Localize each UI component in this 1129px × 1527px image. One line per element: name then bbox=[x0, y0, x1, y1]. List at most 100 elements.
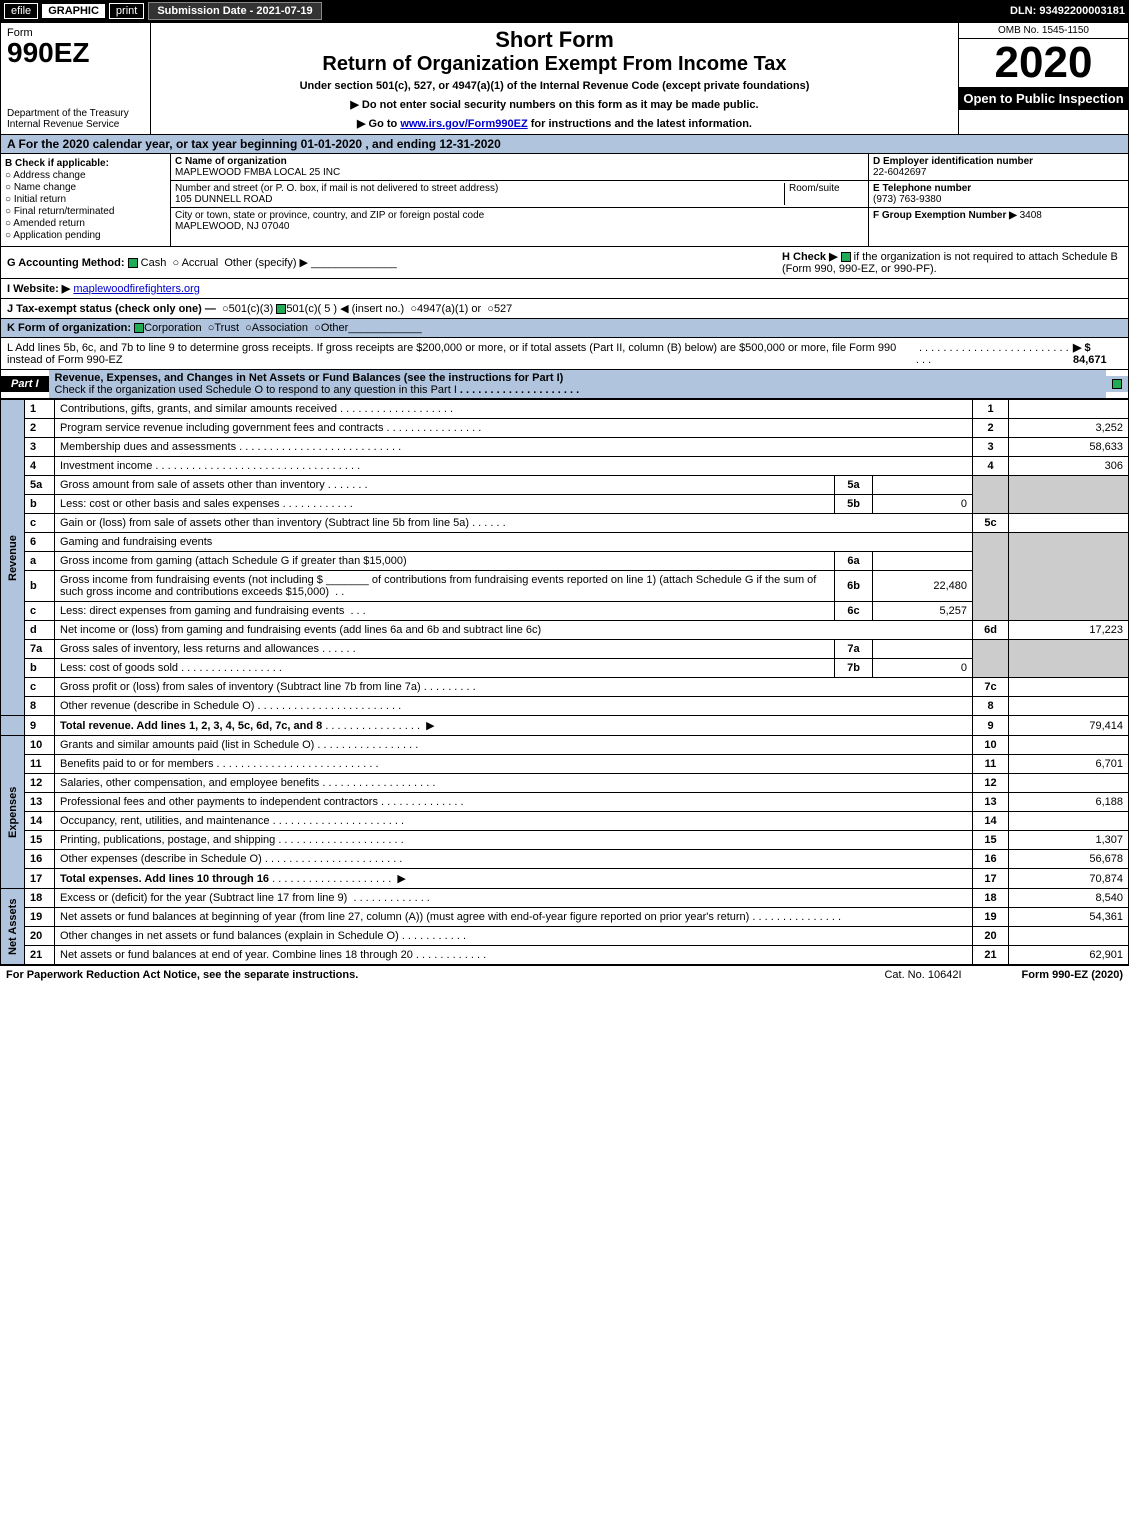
city-value: MAPLEWOOD, NJ 07040 bbox=[175, 221, 289, 232]
header-right: OMB No. 1545-1150 2020 Open to Public In… bbox=[958, 23, 1128, 134]
l7-grey bbox=[973, 640, 1009, 678]
l2-num: 2 bbox=[25, 419, 55, 438]
l21-num: 21 bbox=[25, 946, 55, 965]
vlabel-revenue: Revenue bbox=[1, 400, 25, 716]
l20-lno: 20 bbox=[973, 927, 1009, 946]
l1-lno: 1 bbox=[973, 400, 1009, 419]
section-def: D Employer identification number 22-6042… bbox=[868, 154, 1128, 246]
website-link[interactable]: maplewoodfirefighters.org bbox=[73, 283, 200, 295]
l6c-sn: 6c bbox=[835, 602, 873, 621]
l6-num: 6 bbox=[25, 533, 55, 552]
l5a-sn: 5a bbox=[835, 476, 873, 495]
l1-val bbox=[1009, 400, 1129, 419]
group-value: 3408 bbox=[1020, 210, 1042, 221]
l16-lno: 16 bbox=[973, 850, 1009, 869]
part1-check-text: Check if the organization used Schedule … bbox=[55, 384, 457, 396]
l5a-sv bbox=[873, 476, 973, 495]
footer-right: Form 990-EZ (2020) bbox=[1022, 969, 1123, 981]
ein-cell: D Employer identification number 22-6042… bbox=[869, 154, 1128, 181]
l17-val: 70,874 bbox=[1009, 869, 1129, 889]
lines-table: Revenue 1 Contributions, gifts, grants, … bbox=[0, 399, 1129, 965]
chk-address-change[interactable]: ○ Address change bbox=[5, 170, 166, 181]
print-button[interactable]: print bbox=[109, 3, 144, 19]
l6b-num: b bbox=[25, 571, 55, 602]
efile-button[interactable]: efile bbox=[4, 3, 38, 19]
l18-desc: Excess or (deficit) for the year (Subtra… bbox=[55, 889, 973, 908]
accrual-label: Accrual bbox=[182, 257, 219, 269]
street-cell: Number and street (or P. O. box, if mail… bbox=[171, 181, 868, 208]
part1-checkbox[interactable] bbox=[1106, 376, 1128, 392]
form-header: Form 990EZ Department of the Treasury In… bbox=[0, 22, 1129, 135]
under-section: Under section 501(c), 527, or 4947(a)(1)… bbox=[159, 80, 950, 92]
chk-corporation[interactable] bbox=[134, 323, 144, 333]
l3-desc: Membership dues and assessments . . . . … bbox=[55, 438, 973, 457]
j-501c3: 501(c)(3) bbox=[229, 303, 274, 315]
l6b-sv: 22,480 bbox=[873, 571, 973, 602]
l12-lno: 12 bbox=[973, 774, 1009, 793]
chk-initial-return[interactable]: ○ Initial return bbox=[5, 194, 166, 205]
info-grid: B Check if applicable: ○ Address change … bbox=[0, 154, 1129, 247]
l7c-desc: Gross profit or (loss) from sales of inv… bbox=[55, 678, 973, 697]
l5b-num: b bbox=[25, 495, 55, 514]
chk-schedule-b[interactable] bbox=[841, 252, 851, 262]
l6a-sv bbox=[873, 552, 973, 571]
l6c-desc: Less: direct expenses from gaming and fu… bbox=[55, 602, 835, 621]
city-label: City or town, state or province, country… bbox=[175, 210, 484, 221]
l8-num: 8 bbox=[25, 697, 55, 716]
department: Department of the Treasury Internal Reve… bbox=[7, 108, 144, 130]
l18-lno: 18 bbox=[973, 889, 1009, 908]
l5b-sv: 0 bbox=[873, 495, 973, 514]
b-label: B Check if applicable: bbox=[5, 158, 109, 169]
phone-value: (973) 763-9380 bbox=[873, 194, 941, 205]
topbar-left: efile GRAPHIC print Submission Date - 20… bbox=[4, 2, 322, 20]
l6a-num: a bbox=[25, 552, 55, 571]
chk-amended[interactable]: ○ Amended return bbox=[5, 218, 166, 229]
l6d-lno: 6d bbox=[973, 621, 1009, 640]
l17-desc: Total expenses. Add lines 10 through 16 … bbox=[55, 869, 973, 889]
l-amount: ▶ $ 84,671 bbox=[1073, 341, 1122, 366]
org-name: MAPLEWOOD FMBA LOCAL 25 INC bbox=[175, 167, 340, 178]
l11-val: 6,701 bbox=[1009, 755, 1129, 774]
irs-link[interactable]: www.irs.gov/Form990EZ bbox=[400, 118, 527, 130]
graphic-button[interactable]: GRAPHIC bbox=[42, 4, 105, 18]
l13-val: 6,188 bbox=[1009, 793, 1129, 812]
l6c-sv: 5,257 bbox=[873, 602, 973, 621]
l14-num: 14 bbox=[25, 812, 55, 831]
ein-value: 22-6042697 bbox=[873, 167, 926, 178]
l9-num: 9 bbox=[25, 716, 55, 736]
l5b-desc: Less: cost or other basis and sales expe… bbox=[55, 495, 835, 514]
l15-lno: 15 bbox=[973, 831, 1009, 850]
l6b-desc: Gross income from fundraising events (no… bbox=[55, 571, 835, 602]
l7c-val bbox=[1009, 678, 1129, 697]
l3-val: 58,633 bbox=[1009, 438, 1129, 457]
chk-final-return[interactable]: ○ Final return/terminated bbox=[5, 206, 166, 217]
l8-desc: Other revenue (describe in Schedule O) .… bbox=[55, 697, 973, 716]
chk-name-change[interactable]: ○ Name change bbox=[5, 182, 166, 193]
l5a-desc: Gross amount from sale of assets other t… bbox=[55, 476, 835, 495]
l5c-desc: Gain or (loss) from sale of assets other… bbox=[55, 514, 973, 533]
l-text: L Add lines 5b, 6c, and 7b to line 9 to … bbox=[7, 342, 916, 366]
c-label: C Name of organization bbox=[175, 156, 287, 167]
l6d-num: d bbox=[25, 621, 55, 640]
l5ab-grey bbox=[973, 476, 1009, 514]
l14-val bbox=[1009, 812, 1129, 831]
l7a-sn: 7a bbox=[835, 640, 873, 659]
l6-desc: Gaming and fundraising events bbox=[55, 533, 973, 552]
part1-tab: Part I bbox=[1, 376, 49, 392]
short-form-title: Short Form bbox=[159, 27, 950, 53]
room-suite: Room/suite bbox=[784, 183, 864, 205]
chk-501c[interactable] bbox=[276, 304, 286, 314]
l6b-sn: 6b bbox=[835, 571, 873, 602]
g-label: G Accounting Method: bbox=[7, 257, 125, 269]
l14-lno: 14 bbox=[973, 812, 1009, 831]
l7a-desc: Gross sales of inventory, less returns a… bbox=[55, 640, 835, 659]
submission-date: Submission Date - 2021-07-19 bbox=[148, 2, 321, 20]
l20-desc: Other changes in net assets or fund bala… bbox=[55, 927, 973, 946]
l5b-sn: 5b bbox=[835, 495, 873, 514]
chk-cash[interactable] bbox=[128, 258, 138, 268]
vlabel-expenses: Expenses bbox=[1, 736, 25, 889]
l3-lno: 3 bbox=[973, 438, 1009, 457]
band-a: A For the 2020 calendar year, or tax yea… bbox=[0, 135, 1129, 154]
chk-application-pending[interactable]: ○ Application pending bbox=[5, 230, 166, 241]
i-label: I Website: ▶ bbox=[7, 282, 70, 295]
